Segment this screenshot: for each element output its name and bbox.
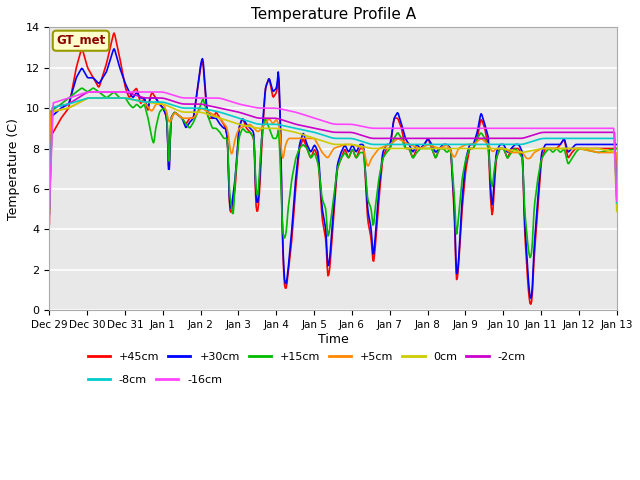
+30cm [110,46,118,52]
+45cm [613,145,621,151]
+15cm [45,208,53,214]
Line: -8cm: -8cm [49,98,617,209]
+45cm [115,50,123,56]
0cm [420,145,428,151]
-8cm [45,206,53,212]
0cm [173,107,180,113]
+30cm [173,111,180,117]
+5cm [403,140,411,146]
+5cm [56,107,63,113]
X-axis label: Time: Time [317,333,348,346]
Line: -16cm: -16cm [49,92,617,207]
Line: +5cm: +5cm [49,98,617,211]
+5cm [45,208,53,214]
Y-axis label: Temperature (C): Temperature (C) [7,118,20,220]
-2cm [173,99,180,105]
Line: -2cm: -2cm [49,92,617,209]
Line: +15cm: +15cm [49,88,617,257]
Line: +45cm: +45cm [49,33,617,304]
-8cm [403,142,411,147]
-2cm [403,135,411,141]
-16cm [87,89,95,95]
+30cm [115,61,123,67]
-16cm [173,93,180,99]
-2cm [86,89,94,95]
+5cm [613,189,621,195]
+30cm [403,138,411,144]
-2cm [56,103,63,109]
-16cm [203,95,211,101]
+5cm [115,95,123,101]
-16cm [56,98,63,104]
+30cm [613,142,621,147]
-16cm [403,125,411,131]
+45cm [56,118,63,124]
+15cm [203,108,211,114]
0cm [115,95,123,101]
+15cm [526,254,534,260]
0cm [45,208,53,214]
-8cm [203,107,211,112]
-2cm [420,135,428,141]
-16cm [420,125,428,131]
+30cm [527,295,534,301]
+5cm [203,108,211,114]
Line: 0cm: 0cm [49,98,617,211]
-16cm [115,89,123,95]
Text: GT_met: GT_met [56,34,106,47]
0cm [56,107,63,113]
-2cm [115,89,123,95]
-8cm [86,95,94,101]
0cm [403,145,411,151]
0cm [613,208,621,214]
0cm [203,111,211,117]
+15cm [115,94,123,100]
+45cm [203,105,211,110]
-8cm [613,200,621,205]
+5cm [173,111,180,117]
+15cm [613,146,621,152]
0cm [86,95,94,101]
+45cm [420,143,428,148]
-2cm [45,206,53,212]
-8cm [56,103,63,109]
+15cm [78,85,86,91]
+45cm [173,111,180,117]
-16cm [613,198,621,204]
-2cm [203,102,211,108]
Line: +30cm: +30cm [49,49,617,298]
+5cm [85,95,93,101]
+15cm [56,102,63,108]
+5cm [420,144,428,150]
+45cm [527,301,534,307]
+15cm [173,111,180,117]
+45cm [403,145,411,151]
-16cm [45,204,53,210]
+30cm [56,107,63,112]
-8cm [420,142,428,147]
+15cm [420,145,428,151]
+30cm [45,211,53,217]
+30cm [420,143,428,148]
+45cm [110,30,118,36]
+30cm [203,100,211,106]
+15cm [403,145,411,151]
Legend: -8cm, -16cm: -8cm, -16cm [83,371,227,389]
-2cm [613,196,621,202]
+45cm [45,221,53,227]
-8cm [173,103,180,109]
Title: Temperature Profile A: Temperature Profile A [250,7,415,22]
-8cm [115,95,123,101]
